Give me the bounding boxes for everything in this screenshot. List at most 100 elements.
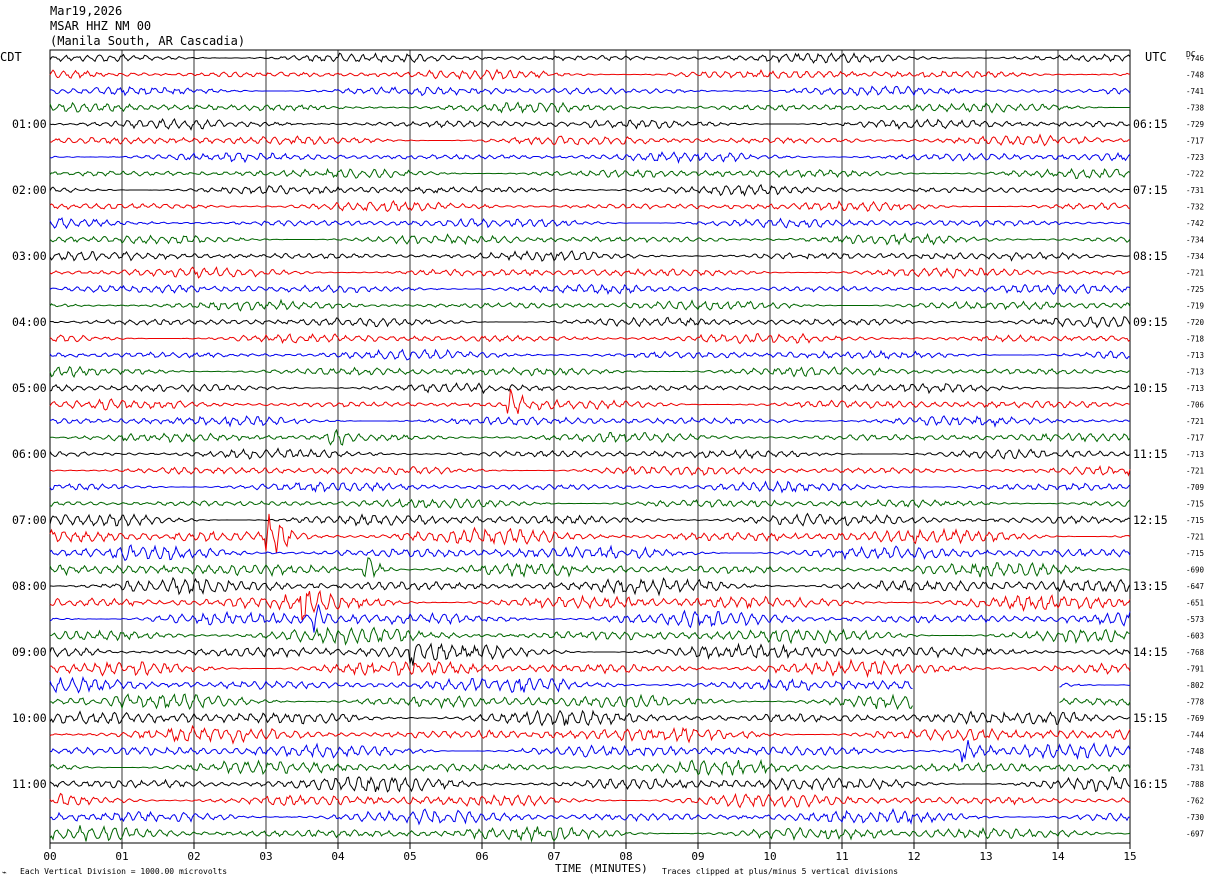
trace-row <box>49 480 1131 494</box>
header-location: (Manila South, AR Cascadia) <box>50 34 246 48</box>
right-time-label: 14:15 <box>1133 645 1168 659</box>
trace-row <box>49 133 1131 147</box>
left-time-label: 09:00 <box>12 645 47 659</box>
trace-row <box>49 316 1131 329</box>
dc-offset-label: -573 <box>1186 615 1204 624</box>
left-time-label: 11:00 <box>12 777 47 791</box>
trace-row <box>49 758 1131 776</box>
x-tick-label: 11 <box>835 850 848 863</box>
dc-offset-label: -697 <box>1186 830 1204 839</box>
dc-offset-label: -721 <box>1186 269 1204 278</box>
left-time-label: 04:00 <box>12 315 47 329</box>
dc-offset-label: -651 <box>1186 599 1204 608</box>
trace-row <box>49 776 1131 793</box>
dc-offset-label: -713 <box>1186 450 1204 459</box>
trace-row <box>49 199 1131 213</box>
trace-row <box>49 415 1131 428</box>
x-tick-label: 04 <box>331 850 345 863</box>
x-tick-label: 14 <box>1051 850 1065 863</box>
dc-offset-label: -715 <box>1186 549 1204 558</box>
dc-offset-label: -791 <box>1186 665 1204 674</box>
trace-row <box>49 658 1131 679</box>
dc-offset-label: -706 <box>1186 401 1205 410</box>
x-tick-label: 03 <box>259 850 272 863</box>
dc-offset-label: -715 <box>1186 500 1204 509</box>
left-time-label: 06:00 <box>12 447 47 461</box>
trace-row <box>49 266 1131 279</box>
dc-offset-label: -762 <box>1186 797 1204 806</box>
dc-offset-label: -721 <box>1186 533 1204 542</box>
trace-row <box>49 693 1131 711</box>
header-date: Mar19,2026 <box>50 4 123 18</box>
trace-row <box>49 465 1131 477</box>
dc-offset-label: -768 <box>1186 648 1205 657</box>
x-tick-label: 00 <box>43 850 56 863</box>
x-tick-label: 06 <box>475 850 488 863</box>
dc-offset-label: -738 <box>1186 104 1205 113</box>
trace-row <box>49 167 1131 180</box>
dc-offset-label: -729 <box>1186 120 1204 129</box>
dc-offset-label: -647 <box>1186 582 1204 591</box>
dc-offset-label: -717 <box>1186 137 1204 146</box>
trace-row <box>49 217 1131 230</box>
x-tick-label: 05 <box>403 850 416 863</box>
right-time-label: 09:15 <box>1133 315 1168 329</box>
trace-row <box>49 101 1131 114</box>
trace-row <box>49 808 1131 826</box>
trace-row <box>49 544 1131 562</box>
trace-row <box>49 151 1131 164</box>
left-time-label: 05:00 <box>12 381 47 395</box>
dc-offset-label: -741 <box>1186 87 1204 96</box>
trace-row <box>49 589 1131 621</box>
right-time-label: 16:15 <box>1133 777 1168 791</box>
left-zone-label: CDT <box>0 50 22 64</box>
scale-note: Each Vertical Division = 1000.00 microvo… <box>20 867 228 876</box>
trace-row <box>49 675 1131 694</box>
right-time-label: 07:15 <box>1133 183 1168 197</box>
trace-row <box>49 52 1131 64</box>
dc-offset-label: -709 <box>1186 483 1204 492</box>
trace-row <box>49 298 1131 312</box>
dc-offset-label: -690 <box>1186 566 1205 575</box>
x-axis-title: TIME (MINUTES) <box>555 862 648 875</box>
header-station: MSAR HHZ NM 00 <box>50 19 152 33</box>
dc-offset-label: -722 <box>1186 170 1204 179</box>
dc-offset-label: -748 <box>1186 71 1205 80</box>
trace-row <box>49 724 1131 745</box>
trace-row <box>49 382 1131 395</box>
trace-row <box>49 68 1131 81</box>
dc-offset-label: -802 <box>1186 681 1204 690</box>
left-time-label: 01:00 <box>12 117 47 131</box>
trace-row <box>49 512 1131 527</box>
trace-row <box>49 250 1131 262</box>
left-time-label: 02:00 <box>12 183 47 197</box>
dc-offset-label: -769 <box>1186 714 1204 723</box>
dc-offset-label: -713 <box>1186 351 1204 360</box>
dc-offset-label: -778 <box>1186 698 1205 707</box>
right-zone-label: UTC <box>1145 50 1167 64</box>
dc-offset-label: -730 <box>1186 813 1205 822</box>
dc-offset-label: -721 <box>1186 417 1204 426</box>
dc-offset-label: -734 <box>1186 236 1205 245</box>
trace-row <box>49 604 1131 633</box>
dc-offset-label: -719 <box>1186 302 1204 311</box>
trace-row <box>49 792 1131 809</box>
dc-header: DC <box>1186 50 1196 59</box>
trace-row <box>49 183 1131 197</box>
dc-offset-label: -748 <box>1186 747 1205 756</box>
dc-offset-label: -721 <box>1186 467 1204 476</box>
dc-offset-label: -603 <box>1186 632 1204 641</box>
right-time-label: 15:15 <box>1133 711 1168 725</box>
dc-offset-label: -725 <box>1186 285 1204 294</box>
dc-offset-label: -732 <box>1186 203 1204 212</box>
dc-offset-label: -744 <box>1186 731 1205 740</box>
trace-row <box>49 232 1131 246</box>
left-time-label: 03:00 <box>12 249 47 263</box>
left-time-label: 10:00 <box>12 711 47 725</box>
trace-row <box>49 513 1131 554</box>
x-tick-label: 09 <box>691 850 704 863</box>
dc-offset-label: -713 <box>1186 368 1204 377</box>
trace-row <box>49 626 1131 646</box>
trace-row <box>49 447 1131 460</box>
